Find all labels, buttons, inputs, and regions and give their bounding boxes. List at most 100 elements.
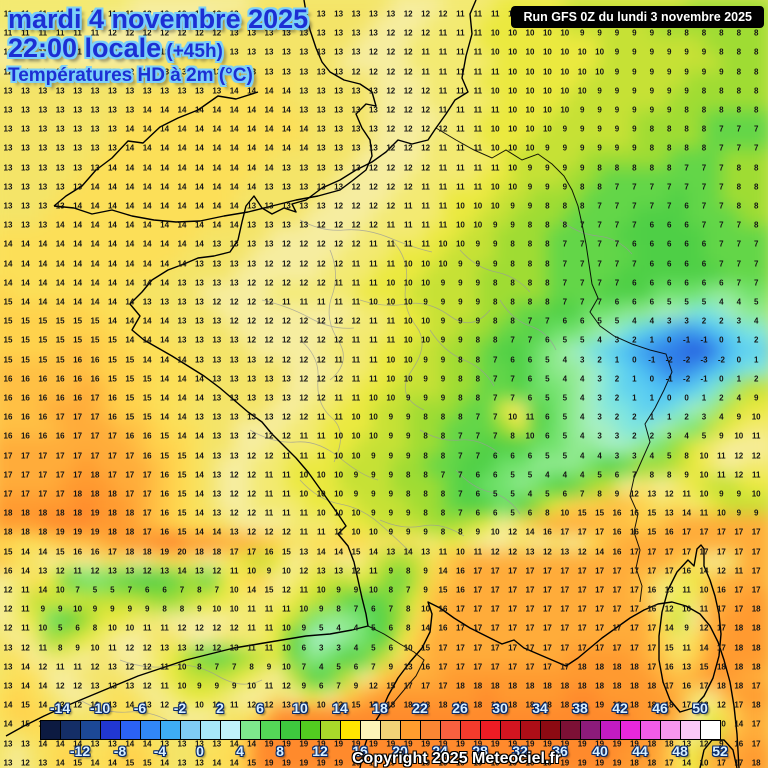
temp-value: 9	[614, 67, 620, 77]
temp-value: 14	[229, 758, 239, 768]
temp-value: 14	[73, 239, 83, 249]
temp-value: 18	[38, 527, 48, 537]
temp-value: -1	[665, 374, 673, 384]
temp-value: 5	[562, 393, 568, 403]
temp-value: 17	[560, 643, 570, 653]
scale-color-cell	[440, 720, 461, 740]
temp-value: 14	[125, 239, 135, 249]
temp-value: 16	[647, 585, 657, 595]
temp-value: 7	[719, 201, 724, 211]
temp-value: 11	[229, 566, 239, 576]
temp-value: 13	[3, 86, 13, 96]
temp-value: 13	[38, 124, 48, 134]
forecast-time: 22:00 locale	[8, 33, 162, 63]
copyright-link[interactable]: Copyright 2025 Meteociel.fr	[352, 750, 561, 767]
temp-value: 10	[560, 28, 570, 38]
temp-value: 9	[562, 163, 568, 173]
temp-value: 18	[73, 508, 83, 518]
temp-value: 6	[492, 508, 498, 518]
temp-value: 13	[229, 259, 239, 269]
temp-value: 7	[753, 259, 759, 269]
temp-value: 17	[577, 623, 587, 633]
temp-value: 16	[664, 662, 674, 672]
temp-value: 6	[162, 585, 167, 595]
temp-value: 10	[351, 508, 361, 518]
temp-value: 17	[664, 681, 674, 691]
temp-value: 14	[264, 143, 274, 153]
temp-value: 6	[545, 335, 550, 345]
temp-value: 18	[438, 700, 448, 710]
temp-value: 17	[142, 508, 152, 518]
temp-value: 10	[490, 28, 500, 38]
temp-value: 9	[458, 297, 463, 307]
temp-value: 17	[38, 451, 48, 461]
temp-value: 6	[614, 297, 620, 307]
temp-value: 8	[684, 105, 689, 115]
temp-value: 13	[194, 335, 204, 345]
temp-value: 8	[579, 201, 585, 211]
scale-label-top: 10	[292, 700, 308, 716]
temp-value: 14	[177, 566, 187, 576]
temp-value: 8	[423, 470, 428, 480]
temp-value: 14	[194, 489, 204, 499]
temp-value: 17	[247, 547, 257, 557]
temp-value: 12	[38, 662, 48, 672]
temp-value: 10	[194, 700, 204, 710]
temp-value: 9	[423, 393, 428, 403]
temp-value: 11	[369, 316, 378, 326]
temp-value: 13	[212, 412, 222, 422]
temp-value: 15	[107, 355, 117, 365]
temp-value: 10	[316, 489, 326, 499]
temp-value: 2	[684, 412, 689, 422]
temp-value: 17	[455, 623, 465, 633]
temp-value: 11	[316, 431, 326, 441]
temp-value: 8	[510, 297, 515, 307]
temp-value: 18	[647, 681, 657, 691]
temp-value: 14	[229, 105, 239, 115]
temp-value: 10	[421, 316, 431, 326]
temp-value: 13	[229, 239, 239, 249]
temp-value: 11	[351, 393, 361, 403]
temp-value: 7	[510, 335, 515, 345]
temp-value: 5	[701, 297, 707, 307]
temp-value: 14	[281, 143, 291, 153]
temp-value: 17	[3, 470, 13, 480]
temp-value: 6	[632, 278, 637, 288]
temp-value: 14	[125, 297, 135, 307]
temp-value: 12	[264, 700, 274, 710]
temp-value: 13	[316, 182, 326, 192]
temp-value: 12	[90, 662, 100, 672]
temp-value: 15	[125, 393, 135, 403]
temp-value: 18	[629, 758, 639, 768]
temp-value: 13	[299, 201, 309, 211]
temp-value: 7	[405, 585, 411, 595]
temp-value: 2	[632, 431, 637, 441]
temp-value: 7	[632, 259, 637, 269]
temp-value: 13	[316, 28, 326, 38]
temp-value: 13	[229, 431, 239, 441]
temp-value: 16	[421, 662, 431, 672]
temp-value: 13	[177, 278, 187, 288]
temp-value: 7	[492, 393, 498, 403]
temp-value: 10	[177, 681, 187, 691]
temp-value: 7	[440, 470, 446, 480]
temp-value: 6	[388, 623, 394, 633]
temp-value: 15	[160, 451, 170, 461]
temp-value: 9	[388, 566, 394, 576]
temp-value: 13	[212, 431, 222, 441]
temp-value: 19	[577, 758, 587, 768]
temp-value: 14	[194, 470, 204, 480]
temp-value: 17	[20, 470, 30, 480]
temp-value: 10	[595, 47, 605, 57]
temp-value: 19	[316, 758, 326, 768]
scale-label-top: 2	[216, 700, 224, 716]
temp-value: 11	[316, 297, 326, 307]
temp-value: 5	[510, 470, 515, 480]
temp-value: 10	[316, 508, 326, 518]
temp-value: 16	[3, 374, 13, 384]
temp-value: 9	[736, 489, 742, 499]
temp-value: 18	[612, 681, 622, 691]
temp-value: 12	[542, 547, 552, 557]
temp-value: 9	[753, 393, 759, 403]
temp-value: 9	[579, 105, 585, 115]
